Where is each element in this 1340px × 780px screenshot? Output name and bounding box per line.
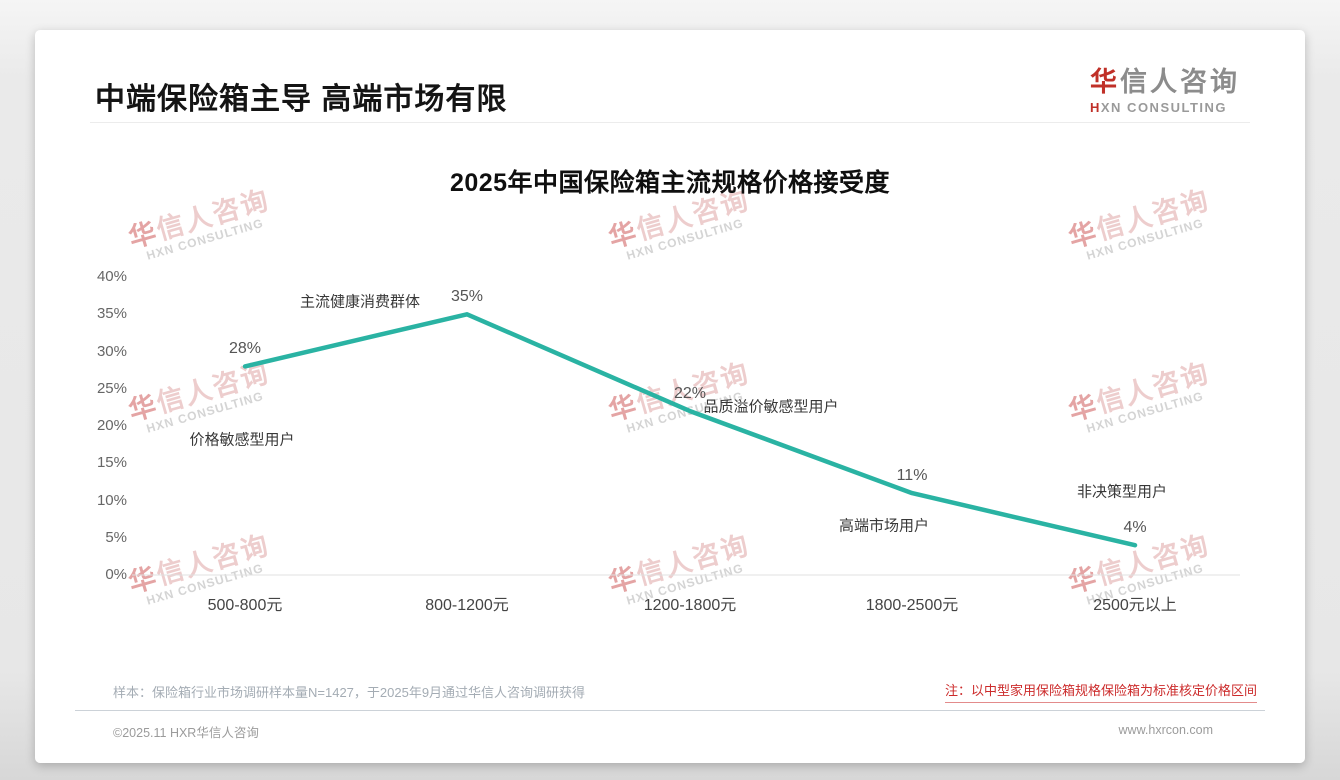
website-text: www.hxrcon.com [1118,723,1213,737]
company-logo: 华信人咨询 HXN CONSULTING [1090,60,1240,115]
y-axis-tick: 5% [105,528,127,546]
y-axis-tick: 40% [96,268,127,285]
y-axis-tick: 20% [96,417,127,434]
logo-english-text: HXN CONSULTING [1090,100,1228,115]
x-axis-label: 1800-2500元 [865,597,959,614]
data-line-价格接受度 [242,312,1138,548]
y-axis-tick: 30% [96,342,127,360]
line-chart: 40% 35% 30% 25% 20% 15% 10% 5% 0% 28% 35% 22% 11% 4% 价… [35,30,1305,763]
annotation-label: 主流健康消费群体 [299,293,421,311]
x-axis-label: 2500元以上 [1093,597,1177,614]
y-axis-tick: 25% [96,379,127,397]
data-point-label: 4% [1123,519,1147,537]
copyright-text: ©2025.11 HXR华信人咨询 [113,726,259,740]
chart-plot-svg [132,312,1240,576]
chart-title: 2025年中国保险箱主流规格价格接受度 [449,169,891,197]
x-axis-label: 500-800元 [207,597,283,614]
footer-divider [75,710,1265,711]
data-point-label: 35% [450,288,484,306]
y-axis-tick: 0% [105,566,127,583]
y-axis-tick: 15% [96,454,127,472]
data-point-label: 28% [228,340,262,358]
data-point-label: 22% [673,385,707,403]
annotation-label: 品质溢价敏感型用户 [703,398,839,416]
annotation-label: 价格敏感型用户 [189,431,295,449]
annotation-label: 非决策型用户 [1076,483,1168,501]
page-title: 中端保险箱主导 高端市场有限 [95,83,508,116]
report-card: 华信人咨询 HXN CONSULTING 华信人咨询 HXN CONSULTING 华信… [35,30,1305,763]
sample-note: 样本：保险箱行业市场调研样本量N=1427，于2025年9月通过华信人咨询调研获… [113,685,586,700]
annotation-label: 高端市场用户 [838,517,930,535]
logo-chinese-text: 华信人咨询 [1090,67,1240,97]
price-note: 注：以中型家用保险箱规格保险箱为标准核定价格区间 [944,680,1257,703]
x-axis-label: 800-1200元 [425,597,509,614]
x-axis-label: 1200-1800元 [643,597,737,614]
y-axis-tick: 10% [96,491,127,509]
data-point-label: 11% [896,467,928,485]
header-divider [90,122,1250,123]
y-axis-tick: 35% [96,305,127,323]
